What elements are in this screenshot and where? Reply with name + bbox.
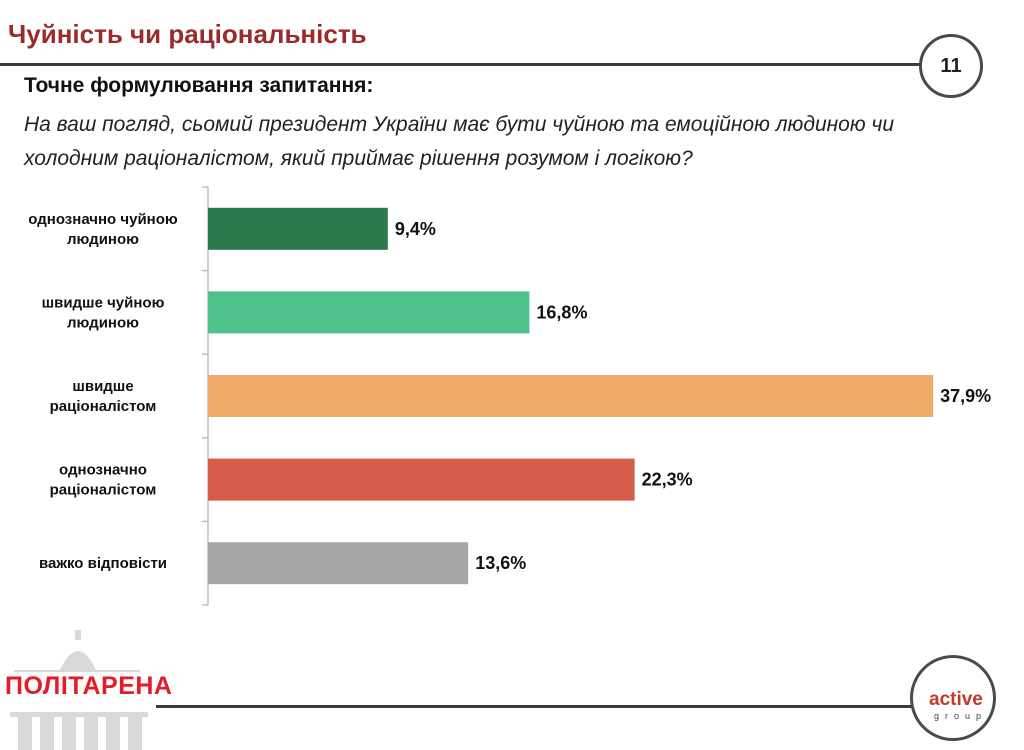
- data-label: 13,6%: [475, 553, 526, 573]
- active-group-logo: [910, 655, 996, 741]
- category-label: однозначно раціоналістом: [50, 462, 157, 499]
- category-label: однозначно чуйною людиною: [28, 211, 178, 248]
- page-title: Чуйність чи раціональність: [8, 19, 367, 49]
- category-label: швидше чуйною людиною: [42, 294, 165, 331]
- bar: [208, 291, 530, 334]
- bar: [208, 542, 469, 585]
- politarena-logo: ПОЛІТАРЕНА: [3, 672, 175, 701]
- data-label: 22,3%: [642, 470, 693, 490]
- bar: [208, 375, 934, 417]
- active-group-logo-main: active: [929, 689, 983, 710]
- page-number-badge: 11: [919, 34, 983, 98]
- page-number: 11: [940, 54, 962, 77]
- footer-divider: [156, 705, 916, 708]
- active-group-logo-sub: group: [934, 711, 988, 721]
- question-label: Точне формулювання запитання:: [24, 74, 374, 97]
- header-divider: [0, 63, 922, 66]
- data-label: 16,8%: [536, 302, 587, 322]
- question-text: На ваш погляд, сьомий президент України …: [24, 113, 895, 170]
- bar-chart: 9,4% однозначно чуйною людиною 16,8% швидше …: [28, 186, 991, 606]
- category-label: швидше раціоналістом: [50, 378, 157, 415]
- bar: [208, 207, 388, 250]
- bar: [208, 458, 635, 501]
- data-label: 9,4%: [395, 219, 436, 239]
- category-label: важко відповісти: [39, 555, 167, 572]
- data-label: 37,9%: [940, 386, 991, 406]
